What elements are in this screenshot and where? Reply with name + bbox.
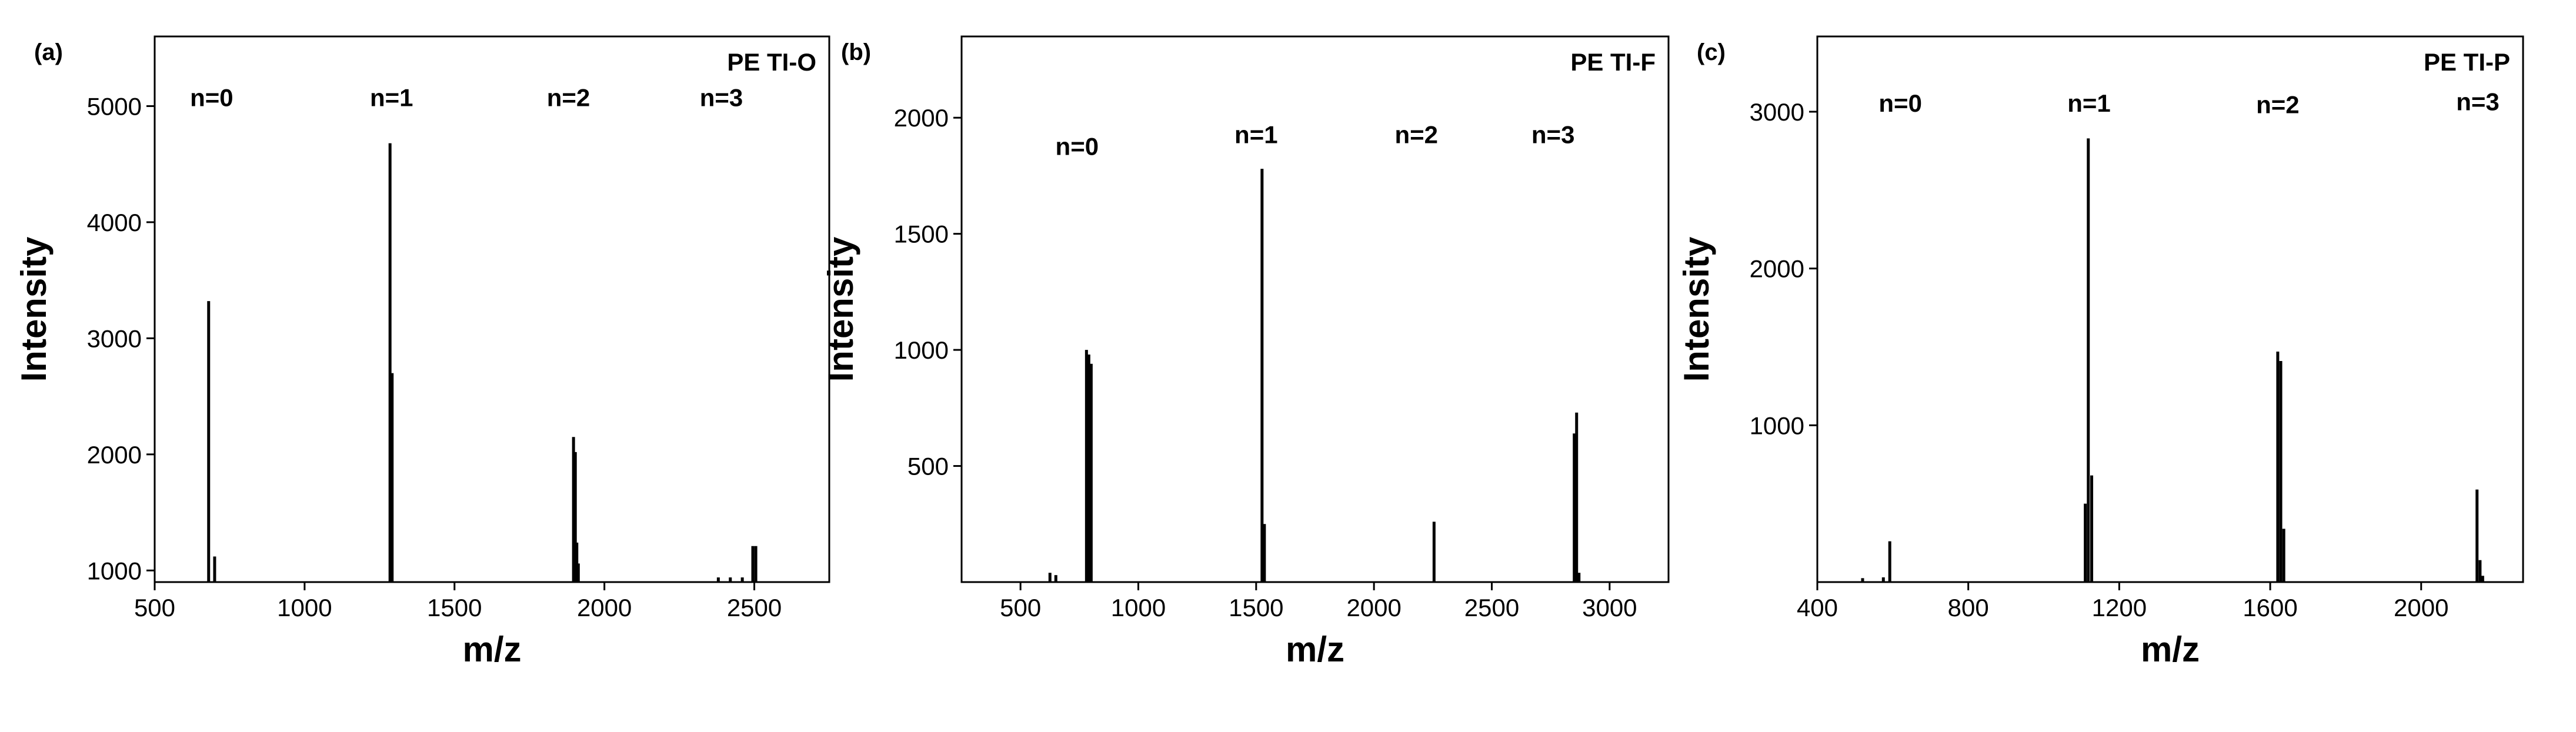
x-tick-label: 2500 (1464, 594, 1519, 621)
y-tick-label: 3000 (87, 325, 142, 352)
peak-annotation: n=0 (190, 83, 233, 111)
peak-annotation: n=3 (1531, 121, 1575, 149)
x-tick-label: 1000 (1111, 594, 1166, 621)
x-tick-label: 1600 (2243, 594, 2297, 621)
peak-annotation: n=1 (2067, 89, 2111, 117)
peak-annotation: n=0 (1878, 89, 1922, 117)
panel-label: (a) (34, 39, 63, 65)
x-tick-label: 3000 (1582, 594, 1637, 621)
x-tick-label: 1000 (277, 594, 332, 621)
chart-panel-2: 500 1000 1500 2000 2500 3000500100015002000m/… (821, 35, 1670, 669)
x-tick-label: 2500 (727, 594, 782, 621)
x-tick-label: 2000 (577, 594, 632, 621)
plot-frame (1816, 35, 2524, 583)
peak-annotation: n=2 (1395, 121, 1439, 149)
x-tick-label: 2000 (1346, 594, 1401, 621)
x-tick-label: 400 (1797, 594, 1838, 621)
sample-title: PE TI-F (1570, 48, 1656, 76)
y-tick-label: 2000 (87, 441, 142, 469)
y-tick-label: 500 (907, 453, 949, 480)
y-tick-label: 4000 (87, 209, 142, 236)
y-tick-label: 3000 (1750, 98, 1804, 126)
panel-label: (b) (841, 39, 871, 65)
y-tick-label: 2000 (894, 104, 949, 132)
chart-panel-1: 500 1000 1500 2000 2500 1000 2000 3000 4000 5000 m… (14, 35, 830, 669)
peak-annotation: n=1 (370, 83, 413, 111)
x-axis-title: m/z (2141, 630, 2200, 669)
x-tick-label: 2000 (2394, 594, 2448, 621)
panel-label: (c) (1697, 39, 1726, 65)
sample-title: PE TI-O (727, 48, 816, 76)
x-tick-label: 1500 (427, 594, 482, 621)
peak-annotation: n=3 (2456, 88, 2500, 115)
x-tick-label: 1500 (1229, 594, 1283, 621)
sample-title: PE TI-P (2424, 48, 2510, 76)
x-tick-label: 500 (1000, 594, 1041, 621)
peak-annotation: n=2 (2256, 91, 2300, 119)
y-axis-title: Intensity (821, 236, 860, 382)
y-axis-title: Intensity (1677, 236, 1716, 382)
x-tick-label: 1200 (2092, 594, 2147, 621)
x-axis-title: m/z (1286, 630, 1344, 669)
plot-frame (154, 35, 830, 583)
y-tick-label: 5000 (87, 92, 142, 120)
x-tick-label: 800 (1948, 594, 1989, 621)
y-tick-label: 2000 (1750, 255, 1804, 283)
peak-annotation: n=0 (1056, 132, 1099, 160)
y-tick-label: 1000 (87, 557, 142, 584)
peak-annotation: n=2 (547, 83, 590, 111)
x-tick-label: 500 (134, 594, 175, 621)
x-axis-title: m/z (462, 630, 521, 669)
plot-frame (960, 35, 1670, 583)
chart-panel-3: 400 800 1200 1600 2000 1000 2000 3000 m/z Intensi… (1677, 35, 2524, 669)
y-axis-title: Intensity (14, 236, 54, 382)
peak-annotation: n=3 (700, 83, 743, 111)
peak-annotation: n=1 (1234, 121, 1278, 149)
y-tick-label: 1000 (1750, 412, 1804, 439)
y-tick-label: 1000 (894, 336, 949, 364)
y-tick-label: 1500 (894, 220, 949, 248)
